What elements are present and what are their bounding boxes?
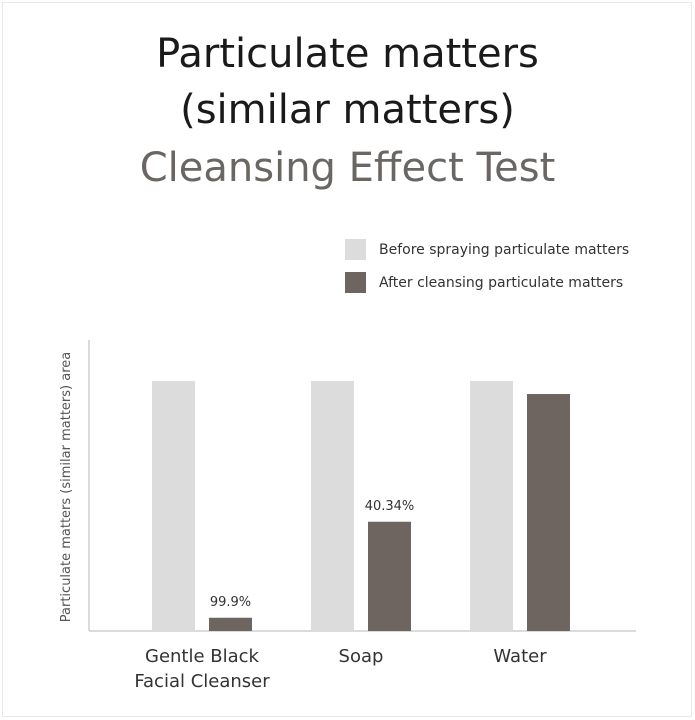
data-label-0: 99.9% [210,595,251,610]
data-label-1: 40.34% [365,499,415,514]
chart-title-line-1: Particulate matters [156,31,539,77]
category-label-2-line-0: Water [493,646,547,667]
legend-swatch-after [345,272,366,293]
chart-title-line-2: (similar matters) [180,87,515,133]
bar-before-1 [311,381,354,631]
chart-subtitle: Cleansing Effect Test [139,145,556,191]
category-label-0-line-1: Facial Cleanser [134,671,270,692]
y-axis-label: Particulate matters (similar matters) ar… [59,352,74,622]
category-label-0-line-0: Gentle Black [145,646,260,667]
bar-after-2 [527,394,570,631]
bar-after-1 [368,521,411,631]
legend-swatch-before [345,239,366,260]
legend-label-before: Before spraying particulate matters [379,242,630,258]
legend-label-after: After cleansing particulate matters [379,275,624,291]
bar-before-0 [152,381,195,631]
bar-after-0 [209,617,252,631]
category-label-1-line-0: Soap [339,646,384,667]
bar-before-2 [470,381,513,631]
